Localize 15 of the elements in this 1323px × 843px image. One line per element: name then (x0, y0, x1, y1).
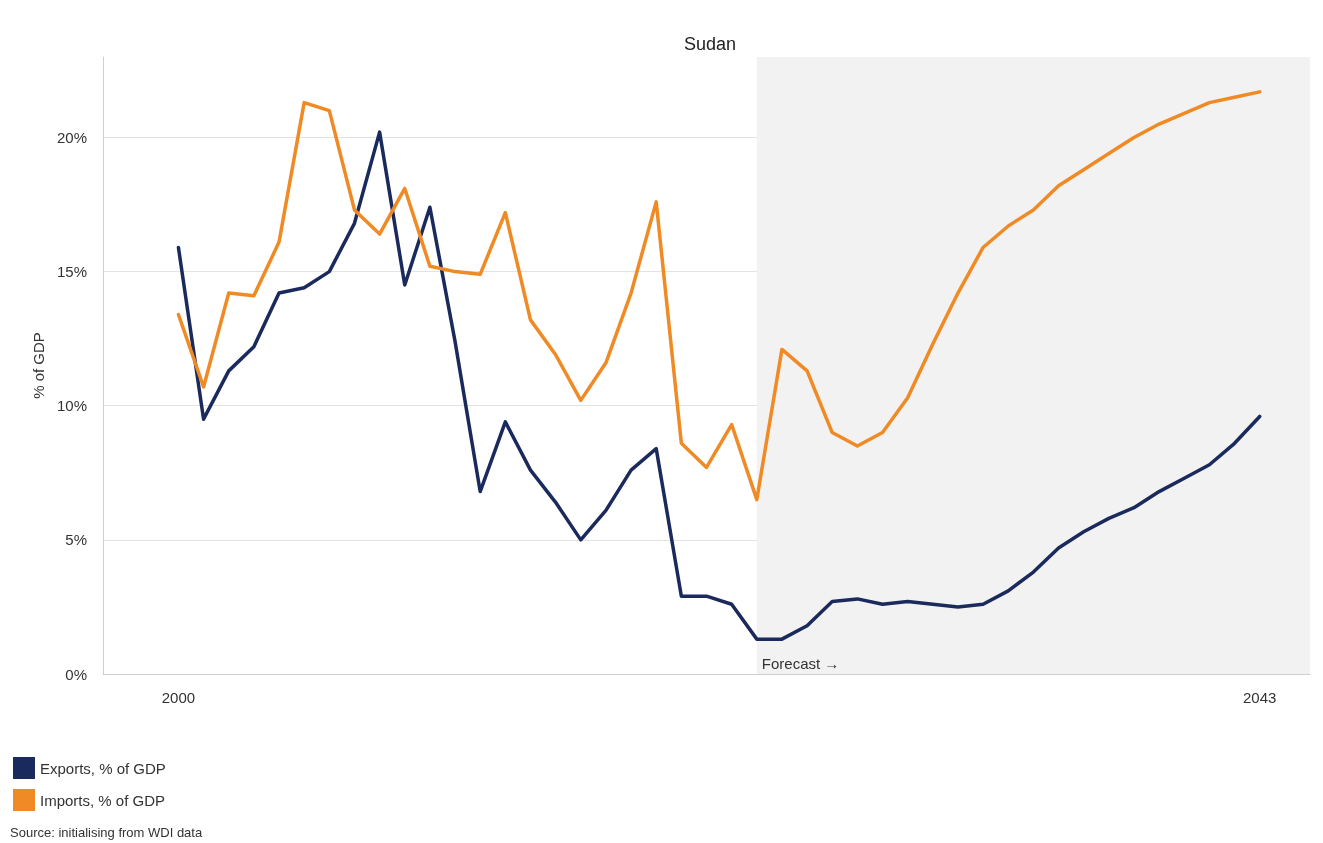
x-tick-label: 2043 (1243, 689, 1277, 706)
y-tick-label: 0% (65, 665, 87, 683)
chart-title: Sudan (683, 34, 737, 54)
y-tick-label: 5% (65, 531, 87, 549)
legend-label: Imports, % of GDP (40, 791, 166, 809)
y-tick-label: 20% (56, 128, 87, 146)
y-axis-title: % of GDP (30, 332, 48, 399)
line-series (176, 130, 1262, 641)
line-series (176, 90, 1262, 502)
source-note: Source: initialising from WDI data (10, 825, 203, 840)
legend-label: Exports, % of GDP (40, 759, 166, 777)
y-tick-label: 15% (56, 263, 87, 281)
x-tick-label: 2000 (161, 689, 196, 706)
band-label: Forecast → (761, 655, 840, 672)
y-tick-label: 10% (56, 397, 87, 415)
